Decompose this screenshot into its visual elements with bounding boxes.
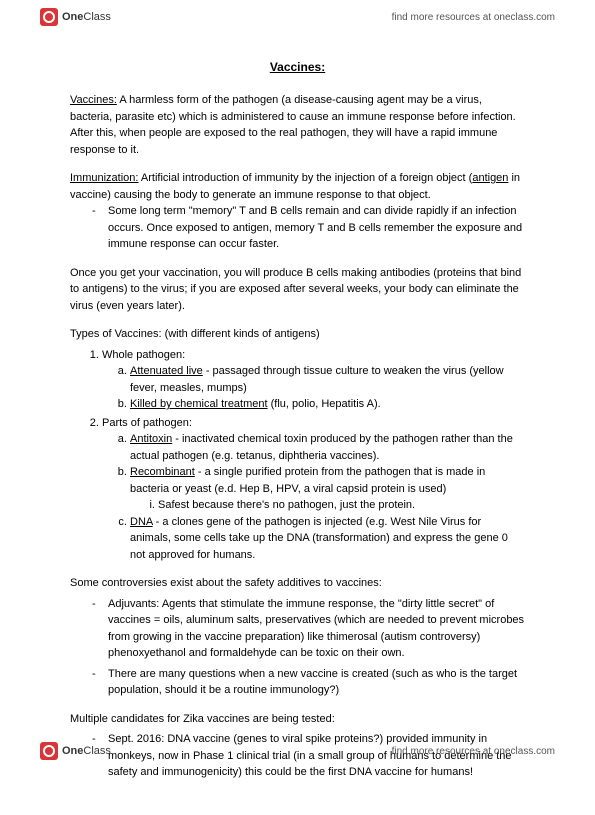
type-whole-pathogen: Whole pathogen: Attenuated live - passag… bbox=[102, 347, 525, 413]
attenuated-live-term: Attenuated live bbox=[130, 365, 203, 377]
dna-item: DNA - a clones gene of the pathogen is i… bbox=[130, 514, 525, 564]
zika-label: Multiple candidates for Zika vaccines ar… bbox=[70, 711, 525, 728]
types-list: Whole pathogen: Attenuated live - passag… bbox=[70, 347, 525, 564]
memory-cells-bullet: Some long term "memory" T and B cells re… bbox=[92, 203, 525, 253]
antitoxin-desc: - inactivated chemical toxin produced by… bbox=[130, 433, 513, 462]
immunization-definition: Immunization: Artificial introduction of… bbox=[70, 170, 525, 253]
new-vaccine-questions-bullet: There are many questions when a new vacc… bbox=[92, 666, 525, 699]
controversies-list: Adjuvants: Agents that stimulate the imm… bbox=[70, 596, 525, 699]
recombinant-item: Recombinant - a single purified protein … bbox=[130, 464, 525, 514]
dna-desc: - a clones gene of the pathogen is injec… bbox=[130, 516, 508, 561]
recombinant-sublist: Safest because there's no pathogen, just… bbox=[130, 497, 525, 514]
killed-chemical-desc: (flu, polio, Hepatitis A). bbox=[268, 398, 381, 410]
immunization-body-a: Artificial introduction of immunity by t… bbox=[138, 172, 472, 184]
killed-chemical-term: Killed by chemical treatment bbox=[130, 398, 268, 410]
type-parts-pathogen: Parts of pathogen: Antitoxin - inactivat… bbox=[102, 415, 525, 564]
page-title: Vaccines: bbox=[70, 58, 525, 76]
footer-brand-part2: Class bbox=[83, 745, 111, 757]
footer-brand-logo: OneClass bbox=[40, 742, 111, 760]
controversies-label: Some controversies exist about the safet… bbox=[70, 575, 525, 592]
immunization-sublist: Some long term "memory" T and B cells re… bbox=[70, 203, 525, 253]
antigen-term: antigen bbox=[472, 172, 508, 184]
recombinant-safest-note: Safest because there's no pathogen, just… bbox=[158, 497, 525, 514]
antitoxin-term: Antitoxin bbox=[130, 433, 172, 445]
brand-name: OneClass bbox=[62, 9, 111, 26]
dna-term: DNA bbox=[130, 516, 153, 528]
header-link[interactable]: find more resources at oneclass.com bbox=[392, 10, 555, 25]
whole-pathogen-label: Whole pathogen: bbox=[102, 349, 185, 361]
attenuated-live-item: Attenuated live - passaged through tissu… bbox=[130, 363, 525, 396]
parts-pathogen-sublist: Antitoxin - inactivated chemical toxin p… bbox=[102, 431, 525, 563]
brand-part2: Class bbox=[83, 11, 111, 23]
types-label: Types of Vaccines: (with different kinds… bbox=[70, 326, 525, 343]
immunization-label: Immunization: bbox=[70, 172, 138, 184]
page-header: OneClass find more resources at oneclass… bbox=[0, 0, 595, 30]
logo-icon bbox=[40, 8, 58, 26]
recombinant-term: Recombinant bbox=[130, 466, 195, 478]
antitoxin-item: Antitoxin - inactivated chemical toxin p… bbox=[130, 431, 525, 464]
footer-logo-icon bbox=[40, 742, 58, 760]
brand-part1: One bbox=[62, 11, 83, 23]
parts-pathogen-label: Parts of pathogen: bbox=[102, 417, 192, 429]
vaccines-body: A harmless form of the pathogen (a disea… bbox=[70, 94, 516, 156]
vaccines-definition: Vaccines: A harmless form of the pathoge… bbox=[70, 92, 525, 158]
document-body: Vaccines: Vaccines: A harmless form of t… bbox=[0, 30, 595, 815]
footer-brand-part1: One bbox=[62, 745, 83, 757]
footer-brand-name: OneClass bbox=[62, 743, 111, 760]
vaccines-label: Vaccines: bbox=[70, 94, 117, 106]
adjuvants-bullet: Adjuvants: Agents that stimulate the imm… bbox=[92, 596, 525, 662]
footer-link[interactable]: find more resources at oneclass.com bbox=[392, 744, 555, 759]
vaccination-outcome: Once you get your vaccination, you will … bbox=[70, 265, 525, 315]
whole-pathogen-sublist: Attenuated live - passaged through tissu… bbox=[102, 363, 525, 413]
page-footer: OneClass find more resources at oneclass… bbox=[0, 738, 595, 764]
killed-chemical-item: Killed by chemical treatment (flu, polio… bbox=[130, 396, 525, 413]
brand-logo: OneClass bbox=[40, 8, 111, 26]
